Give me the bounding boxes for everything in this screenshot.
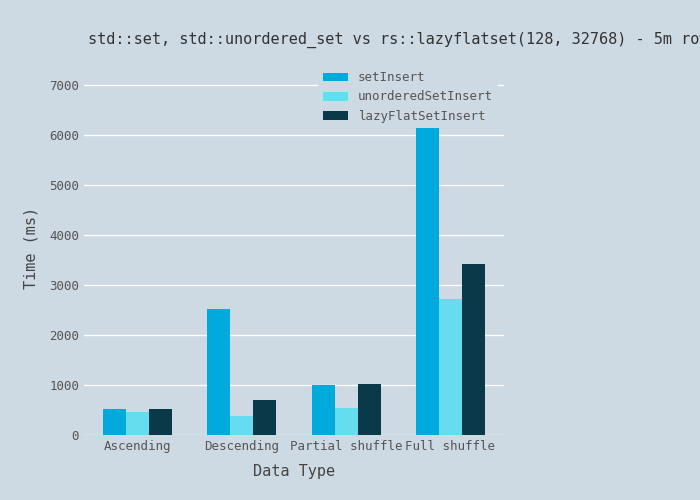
Legend: setInsert, unorderedSetInsert, lazyFlatSetInsert: setInsert, unorderedSetInsert, lazyFlatS… (318, 66, 498, 128)
Bar (335, 408, 358, 435)
Bar (462, 264, 485, 435)
Bar (439, 299, 462, 435)
Bar (126, 412, 149, 435)
Bar (230, 416, 253, 435)
Bar (149, 408, 172, 435)
Bar (207, 309, 230, 435)
Text: std::set, std::unordered_set vs rs::lazyflatset(128, 32768) - 5m rows - Debian 8: std::set, std::unordered_set vs rs::lazy… (88, 32, 700, 48)
Bar (358, 384, 381, 435)
Bar (103, 409, 126, 435)
X-axis label: Data Type: Data Type (253, 464, 335, 479)
Bar (312, 385, 335, 435)
Bar (253, 400, 276, 435)
Y-axis label: Time (ms): Time (ms) (23, 206, 38, 288)
Bar (416, 82, 439, 435)
